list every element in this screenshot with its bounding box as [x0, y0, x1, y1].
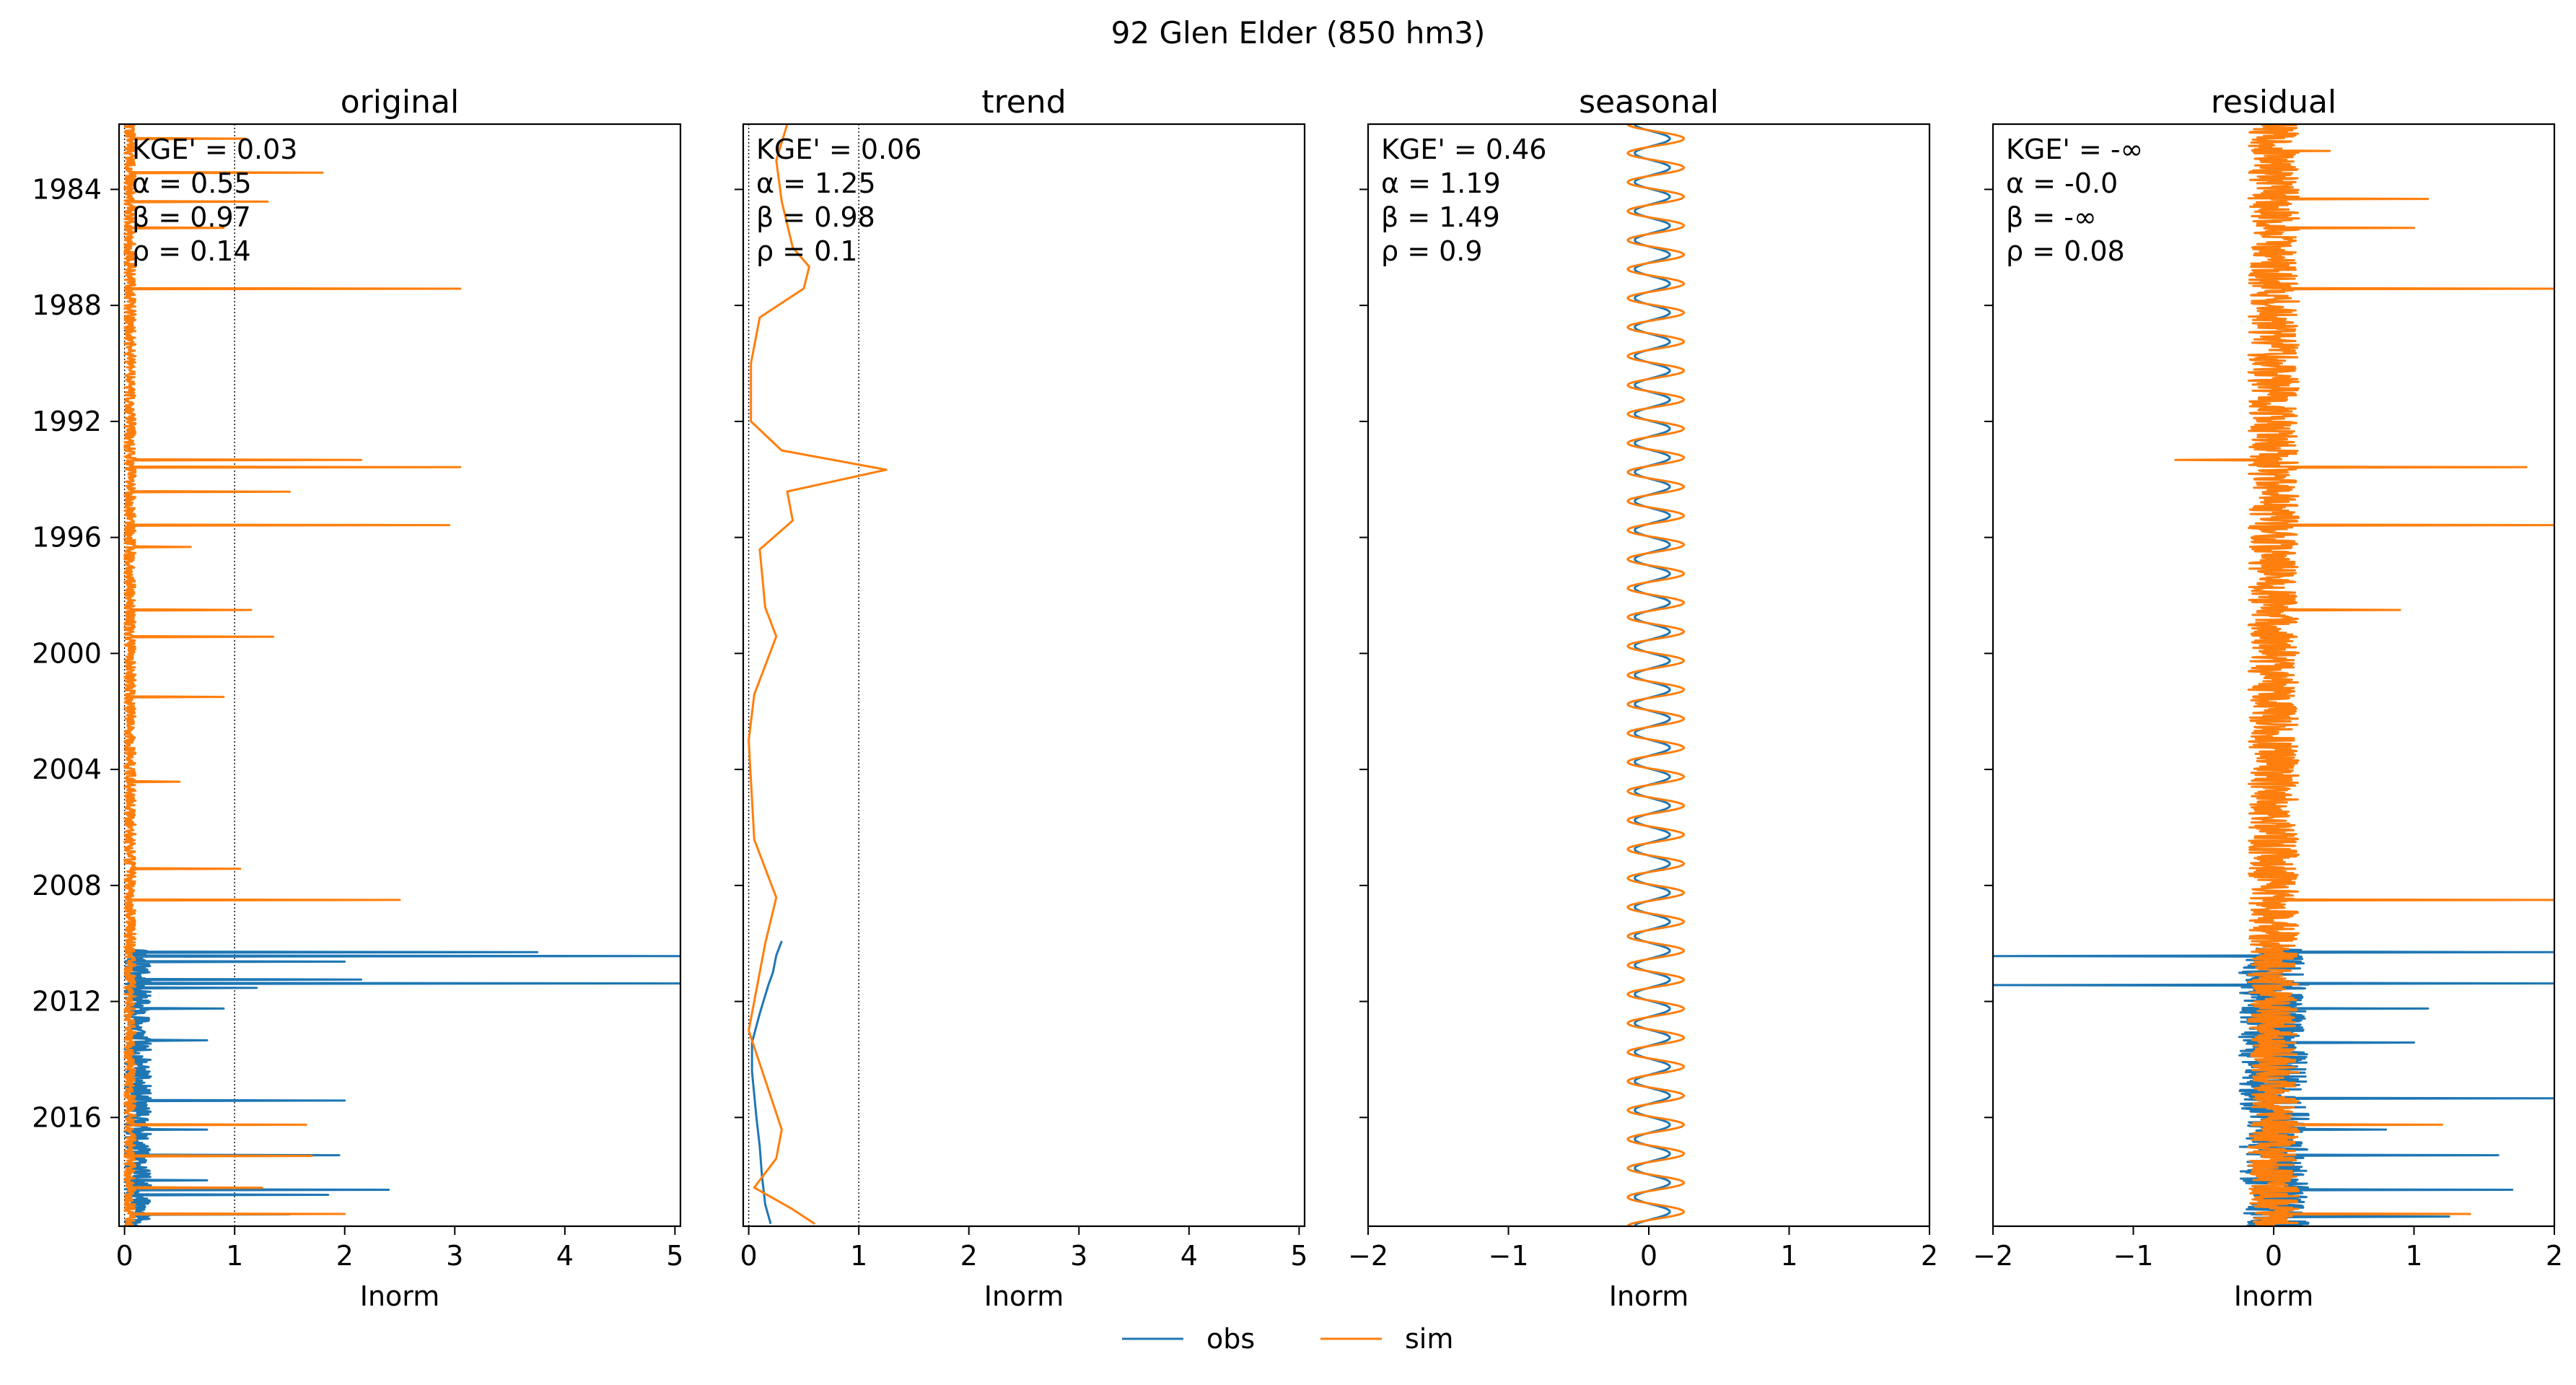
x-tick-label: 3: [1070, 1240, 1087, 1272]
series-obs-line: [1634, 124, 1671, 1226]
metric-text: β = 0.98: [756, 201, 875, 233]
x-tick-label: 4: [1180, 1240, 1198, 1272]
x-tick-label: 0: [116, 1240, 133, 1272]
panel-title: seasonal: [1579, 84, 1719, 121]
plot-area: [1626, 124, 1686, 1226]
panel-title: trend: [981, 84, 1066, 121]
x-axis-label: Inorm: [360, 1280, 440, 1312]
x-tick-label: 1: [850, 1240, 867, 1272]
y-tick-label: 2008: [32, 870, 102, 901]
metric-text: KGE' = 0.06: [756, 134, 921, 165]
metric-text: β = 0.97: [132, 201, 251, 233]
x-tick-label: 5: [1290, 1240, 1307, 1272]
series-sim-line: [1626, 124, 1686, 1226]
plot-area: [748, 124, 888, 1225]
y-tick-label: 1992: [32, 406, 102, 437]
series-obs-line: [123, 947, 680, 1226]
metric-text: α = 1.19: [1381, 167, 1501, 199]
x-tick-label: −1: [1488, 1240, 1528, 1272]
figure-title: 92 Glen Elder (850 hm3): [1111, 15, 1486, 51]
metric-text: KGE' = 0.03: [132, 134, 297, 165]
x-tick-label: 2: [1921, 1240, 1938, 1272]
y-tick-label: 2000: [32, 637, 102, 669]
y-tick-label: 1996: [32, 522, 102, 554]
axes-frame: [742, 123, 1306, 1228]
x-tick-label: 2: [960, 1240, 978, 1272]
series-obs-line: [750, 940, 783, 1225]
plot-area: [1993, 124, 2554, 1226]
metric-text: ρ = 0.08: [2006, 235, 2125, 267]
metric-text: ρ = 0.9: [1381, 235, 1483, 267]
legend-sim-label: sim: [1405, 1323, 1453, 1355]
x-tick-label: 3: [446, 1240, 463, 1272]
series-sim-line: [748, 124, 888, 1225]
x-tick-label: 0: [740, 1240, 758, 1272]
x-axis-label: Inorm: [1609, 1280, 1689, 1312]
panel-trend: trend 0 1 2 3 4 5 Inorm KGE' = 0.06α = 1.25β = 0…: [735, 84, 1307, 1312]
x-tick-label: −2: [1348, 1240, 1388, 1272]
metric-text: β = 1.49: [1381, 201, 1500, 233]
plot-area: [123, 124, 680, 1226]
metric-text: KGE' = 0.46: [1381, 134, 1546, 165]
y-tick-label: 2012: [32, 986, 102, 1018]
y-tick-label: 2016: [32, 1101, 102, 1133]
y-tick-label: 1988: [32, 289, 102, 321]
x-tick-label: 4: [556, 1240, 574, 1272]
x-axis-label: Inorm: [984, 1280, 1064, 1312]
x-tick-label: 2: [2546, 1240, 2563, 1272]
panel-seasonal: seasonal −2 −1 0 1 2 Inorm KGE' = 0.46α = 1.19β…: [1348, 84, 1938, 1312]
legend: obs sim: [1122, 1323, 1453, 1355]
axes-frame: [118, 123, 682, 1228]
x-tick-label: 1: [2405, 1240, 2422, 1272]
y-tick-label: 2004: [32, 753, 102, 785]
series-sim-line: [123, 124, 462, 1226]
x-tick-label: 5: [666, 1240, 683, 1272]
x-tick-label: −2: [1973, 1240, 2013, 1272]
x-tick-label: 1: [1780, 1240, 1797, 1272]
x-axis-label: Inorm: [2234, 1280, 2314, 1312]
metric-text: α = 0.55: [132, 167, 252, 199]
series-sim-line: [2174, 124, 2554, 1226]
x-tick-label: 0: [2265, 1240, 2282, 1272]
x-tick-label: −1: [2113, 1240, 2153, 1272]
axes-frame: [1367, 123, 1931, 1228]
y-tick-label: 1984: [32, 173, 102, 205]
metric-text: α = -0.0: [2006, 167, 2118, 199]
x-tick-label: 1: [226, 1240, 243, 1272]
legend-obs-label: obs: [1206, 1323, 1255, 1355]
metric-text: β = -∞: [2006, 201, 2097, 233]
panel-title: residual: [2211, 84, 2336, 121]
metric-text: KGE' = -∞: [2006, 134, 2143, 165]
panel-title: original: [341, 84, 459, 121]
x-tick-label: 2: [336, 1240, 354, 1272]
panel-original: original 0 1 2 3 4 5 Inorm 1984 1988 1992 1996 2000 2…: [32, 84, 683, 1312]
panel-residual: residual −2 −1 0 1 2 Inorm KGE' = -∞α = -0.0β =…: [1973, 84, 2563, 1312]
metric-text: ρ = 0.1: [756, 235, 858, 267]
metric-text: α = 1.25: [756, 167, 876, 199]
x-tick-label: 0: [1640, 1240, 1657, 1272]
metric-text: ρ = 0.14: [132, 235, 251, 267]
